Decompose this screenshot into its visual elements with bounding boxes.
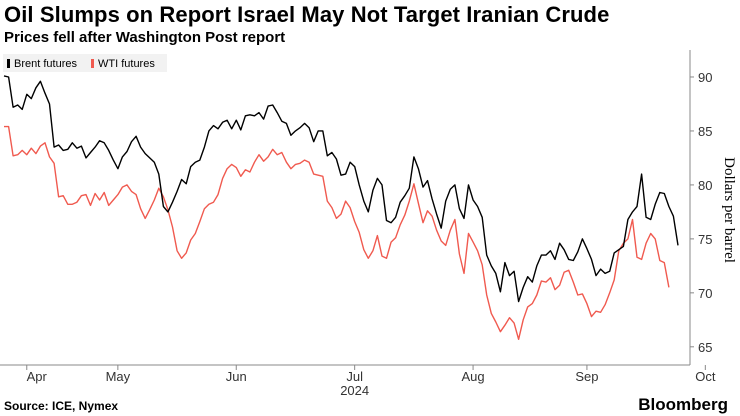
legend-label-wti: WTI futures bbox=[98, 58, 155, 70]
chart-subtitle: Prices fell after Washington Post report bbox=[4, 29, 286, 46]
y-tick-label: 65 bbox=[698, 340, 712, 355]
y-tick-label: 80 bbox=[698, 178, 712, 193]
y-axis-label: Dollars per barrel bbox=[721, 157, 737, 263]
bloomberg-logo: Bloomberg bbox=[638, 395, 728, 414]
legend-swatch-wti bbox=[91, 59, 94, 68]
series-line-brent bbox=[3, 75, 679, 303]
legend-swatch-brent bbox=[7, 59, 10, 68]
y-tick-label: 85 bbox=[698, 124, 712, 139]
x-tick-label: Jul bbox=[346, 369, 363, 384]
y-tick-label: 75 bbox=[698, 232, 712, 247]
x-tick-label: Sep bbox=[575, 369, 598, 384]
legend: Brent futures WTI futures bbox=[3, 54, 167, 72]
x-tick-label: Oct bbox=[695, 369, 716, 384]
x-tick-label: Aug bbox=[461, 369, 484, 384]
y-tick-label: 70 bbox=[698, 286, 712, 301]
plot-area: 65 70 75 80 85 90 Apr May Jun Jul Aug Sep Oct 2024 bbox=[0, 50, 716, 398]
x-tick-label: Apr bbox=[27, 369, 48, 384]
x-year-label: 2024 bbox=[340, 383, 369, 398]
legend-background bbox=[3, 54, 167, 72]
x-tick-label: Jun bbox=[226, 369, 247, 384]
x-tick-label: May bbox=[106, 369, 131, 384]
series-line-wti bbox=[4, 125, 670, 340]
chart-title: Oil Slumps on Report Israel May Not Targ… bbox=[4, 2, 610, 27]
y-tick-label: 90 bbox=[698, 70, 712, 85]
source-note: Source: ICE, Nymex bbox=[4, 399, 119, 413]
legend-label-brent: Brent futures bbox=[14, 58, 77, 70]
